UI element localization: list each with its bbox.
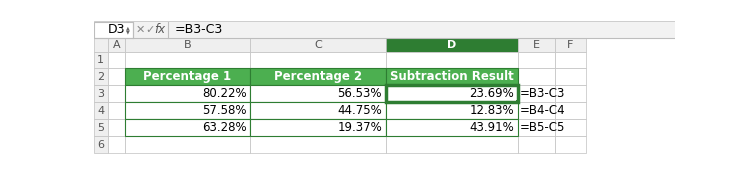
- Bar: [555, 85, 586, 102]
- Bar: [555, 119, 586, 136]
- Bar: [124, 102, 250, 119]
- Bar: [518, 136, 555, 153]
- Bar: [251, 136, 386, 153]
- Bar: [251, 85, 386, 102]
- Bar: [124, 136, 250, 153]
- Bar: [108, 136, 124, 153]
- Bar: [518, 119, 555, 136]
- Bar: [518, 85, 555, 102]
- Text: 6: 6: [98, 140, 104, 150]
- Bar: [108, 102, 124, 119]
- Bar: [94, 102, 108, 119]
- Text: fx: fx: [154, 23, 165, 37]
- Bar: [518, 38, 555, 52]
- Bar: [251, 68, 386, 85]
- Text: E: E: [532, 40, 540, 50]
- Text: ▼: ▼: [126, 29, 130, 34]
- Bar: [251, 102, 386, 119]
- Bar: [94, 119, 108, 136]
- Bar: [108, 85, 124, 102]
- Bar: [108, 68, 124, 85]
- Bar: [94, 52, 108, 68]
- Bar: [124, 68, 250, 85]
- Bar: [251, 52, 386, 68]
- Bar: [555, 68, 586, 85]
- Bar: [386, 119, 518, 136]
- Text: =B5-C5: =B5-C5: [520, 121, 566, 134]
- Bar: [555, 136, 586, 153]
- Bar: [518, 68, 555, 85]
- Bar: [518, 52, 555, 68]
- Bar: [386, 85, 518, 102]
- Text: Percentage 2: Percentage 2: [274, 70, 362, 83]
- Text: ✓: ✓: [145, 25, 154, 35]
- Bar: [108, 119, 124, 136]
- Bar: [124, 52, 250, 68]
- Text: 19.37%: 19.37%: [338, 121, 382, 134]
- Text: 57.58%: 57.58%: [202, 104, 247, 117]
- Text: 44.75%: 44.75%: [338, 104, 382, 117]
- Bar: [251, 119, 386, 136]
- Bar: [124, 102, 250, 119]
- Bar: [386, 85, 518, 102]
- Text: Subtraction Result: Subtraction Result: [390, 70, 514, 83]
- Text: C: C: [314, 40, 322, 50]
- Bar: [94, 68, 108, 85]
- Bar: [386, 52, 518, 68]
- Text: 3: 3: [98, 89, 104, 99]
- Text: Percentage 1: Percentage 1: [143, 70, 232, 83]
- Bar: [124, 85, 250, 102]
- Bar: [108, 52, 124, 68]
- Text: F: F: [567, 40, 574, 50]
- Text: 4: 4: [98, 106, 104, 116]
- Text: 5: 5: [98, 123, 104, 133]
- Bar: [518, 102, 555, 119]
- Text: 12.83%: 12.83%: [470, 104, 514, 117]
- Bar: [555, 102, 586, 119]
- Bar: [94, 136, 108, 153]
- Text: =B3-C3: =B3-C3: [520, 87, 566, 100]
- Bar: [94, 85, 108, 102]
- Bar: [251, 38, 386, 52]
- Bar: [108, 38, 124, 52]
- Text: 63.28%: 63.28%: [202, 121, 247, 134]
- Text: 2: 2: [98, 72, 104, 82]
- Bar: [124, 119, 250, 136]
- Text: 23.69%: 23.69%: [469, 87, 514, 100]
- Bar: [386, 38, 518, 52]
- Bar: [555, 38, 586, 52]
- Text: 43.91%: 43.91%: [469, 121, 514, 134]
- Text: 1: 1: [98, 55, 104, 65]
- Text: 80.22%: 80.22%: [202, 87, 247, 100]
- Text: B: B: [184, 40, 191, 50]
- Text: 56.53%: 56.53%: [338, 87, 382, 100]
- Text: =B4-C4: =B4-C4: [520, 104, 566, 117]
- Text: A: A: [112, 40, 120, 50]
- Bar: [94, 21, 675, 38]
- Text: =B3-C3: =B3-C3: [174, 23, 223, 37]
- Bar: [94, 22, 133, 38]
- Text: D3: D3: [108, 23, 125, 37]
- Text: ▲: ▲: [126, 26, 130, 31]
- Bar: [386, 119, 518, 136]
- Bar: [386, 102, 518, 119]
- Bar: [386, 102, 518, 119]
- Bar: [124, 38, 250, 52]
- Text: ✕: ✕: [136, 25, 145, 35]
- Text: D: D: [447, 40, 457, 50]
- Bar: [251, 85, 386, 102]
- Bar: [251, 119, 386, 136]
- Bar: [124, 85, 250, 102]
- Bar: [386, 136, 518, 153]
- Bar: [94, 38, 108, 52]
- Bar: [124, 119, 250, 136]
- Bar: [251, 68, 386, 85]
- Bar: [251, 102, 386, 119]
- Bar: [124, 68, 250, 85]
- Bar: [386, 68, 518, 85]
- Bar: [386, 68, 518, 85]
- Bar: [555, 52, 586, 68]
- Bar: [516, 100, 520, 104]
- Bar: [386, 85, 518, 102]
